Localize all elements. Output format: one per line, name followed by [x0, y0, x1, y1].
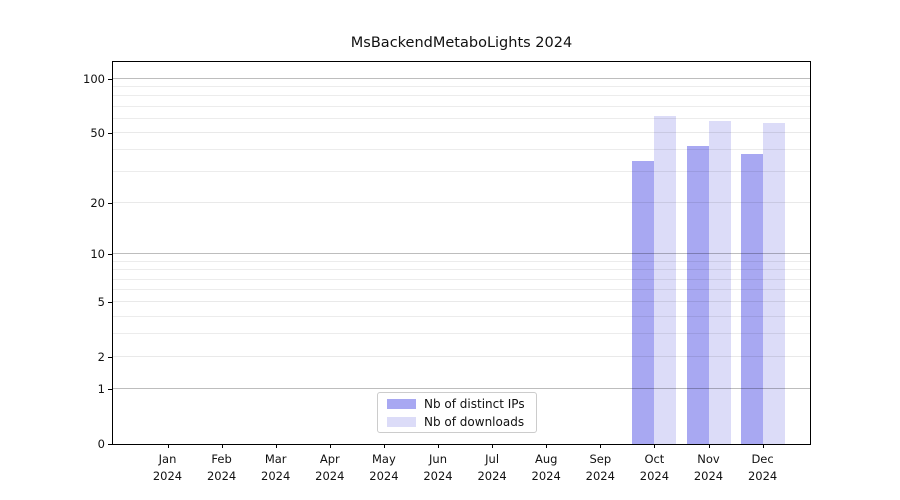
x-tick-mark-dec: [762, 444, 764, 448]
gridline-y-10: [113, 253, 810, 255]
gridline-y-7: [113, 278, 810, 280]
y-tick-label-50: 50: [90, 125, 105, 140]
gridline-y-70: [113, 105, 810, 107]
legend-item-distinct-ips: Nb of distinct IPs: [378, 397, 536, 411]
gridline-y-6: [113, 289, 810, 290]
gridline-y-2: [113, 356, 810, 358]
x-tick-label-apr: Apr 2024: [315, 452, 345, 483]
gridline-y-1: [113, 388, 810, 390]
y-tick-mark-50: [108, 132, 112, 134]
x-tick-mark-sep: [600, 444, 602, 448]
legend: Nb of distinct IPs Nb of downloads: [377, 392, 537, 433]
x-tick-label-oct: Oct 2024: [639, 452, 670, 483]
downloads-swatch: [387, 416, 416, 427]
legend-label-distinct-ips: Nb of distinct IPs: [424, 396, 525, 411]
y-tick-label-2: 2: [97, 350, 105, 365]
y-tick-label-0: 0: [97, 437, 105, 451]
x-tick-mark-oct: [654, 444, 656, 448]
gridline-y-4: [113, 315, 810, 317]
gridline-y-50: [113, 131, 810, 133]
gridline-y-40: [113, 149, 810, 151]
x-tick-mark-mar: [275, 444, 277, 448]
bar-distinct-ips-dec: [740, 154, 763, 444]
y-tick-label-1: 1: [97, 382, 105, 397]
y-tick-mark-1: [108, 389, 112, 391]
x-tick-label-mar: Mar 2024: [261, 452, 291, 483]
y-tick-mark-100: [108, 78, 112, 80]
gridline-y-3: [113, 333, 810, 335]
distinct-ips-swatch: [387, 398, 416, 409]
y-tick-mark-5: [108, 302, 112, 304]
bar-distinct-ips-oct: [632, 160, 655, 444]
gridline-y-30: [113, 171, 810, 173]
y-tick-label-100: 100: [83, 71, 105, 86]
x-tick-label-may: May 2024: [369, 452, 399, 483]
x-tick-label-jan: Jan 2024: [152, 452, 183, 483]
bar-downloads-oct: [654, 116, 677, 444]
x-tick-mark-feb: [221, 444, 223, 448]
x-tick-mark-may: [383, 444, 385, 448]
gridline-y-9: [113, 260, 810, 262]
x-tick-mark-jul: [492, 444, 494, 448]
bar-distinct-ips-nov: [686, 146, 709, 444]
gridline-y-90: [113, 86, 810, 88]
x-tick-mark-aug: [546, 444, 548, 448]
bar-downloads-nov: [708, 121, 731, 444]
legend-label-downloads: Nb of downloads: [424, 414, 525, 429]
gridline-y-8: [113, 269, 810, 271]
y-tick-label-20: 20: [90, 196, 105, 211]
x-tick-mark-apr: [329, 444, 331, 448]
y-tick-mark-20: [108, 203, 112, 205]
x-tick-label-aug: Aug 2024: [531, 452, 561, 483]
gridline-y-20: [113, 202, 810, 204]
x-tick-label-jun: Jun 2024: [423, 452, 453, 483]
x-tick-label-feb: Feb 2024: [206, 452, 237, 483]
plot-area: [112, 61, 811, 445]
x-tick-label-nov: Nov 2024: [693, 452, 724, 483]
y-tick-label-5: 5: [97, 295, 105, 310]
x-tick-label-dec: Dec 2024: [747, 452, 778, 483]
gridline-y-80: [113, 95, 810, 97]
chart-title: MsBackendMetaboLights 2024: [350, 35, 573, 51]
y-tick-label-10: 10: [90, 247, 105, 262]
gridline-y-100: [113, 77, 810, 79]
y-tick-mark-0: [108, 444, 112, 445]
legend-item-downloads: Nb of downloads: [378, 415, 536, 429]
x-tick-label-sep: Sep 2024: [585, 452, 615, 483]
gridline-y-5: [113, 301, 810, 303]
x-tick-mark-nov: [708, 444, 710, 448]
bar-downloads-dec: [762, 122, 785, 444]
x-tick-mark-jan: [167, 444, 169, 448]
x-tick-mark-jun: [438, 444, 439, 448]
y-tick-mark-2: [108, 357, 112, 359]
gridline-y-60: [113, 117, 810, 119]
x-tick-label-jul: Jul 2024: [477, 452, 507, 483]
y-tick-mark-10: [108, 254, 112, 256]
